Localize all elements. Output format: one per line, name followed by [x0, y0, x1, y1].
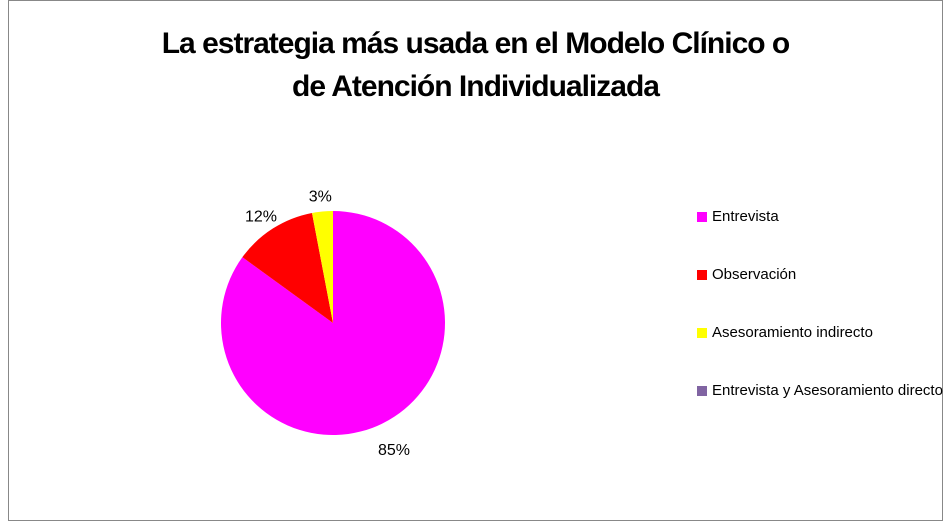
- legend-swatch: [697, 386, 707, 396]
- pie-slice: [221, 211, 446, 436]
- legend-label: Asesoramiento indirecto: [712, 324, 873, 341]
- chart-title: La estrategia más usada en el Modelo Clí…: [161, 27, 791, 103]
- legend-label: Entrevista y Asesoramiento directo: [712, 382, 943, 399]
- legend-item: Entrevista y Asesoramiento directo: [697, 382, 947, 400]
- data-label: 3%: [309, 188, 332, 205]
- data-label: 85%: [378, 442, 410, 459]
- legend-label: Observación: [712, 266, 797, 283]
- legend-item: Observación: [697, 266, 947, 284]
- pie-slice: [312, 211, 333, 323]
- legend-item: Entrevista: [697, 208, 947, 226]
- legend-swatch: [697, 328, 707, 338]
- pie-slice: [242, 212, 333, 323]
- legend-swatch: [697, 212, 707, 222]
- legend-label: Entrevista: [712, 208, 779, 225]
- chart-border: [8, 0, 943, 521]
- legend-item: Asesoramiento indirecto: [697, 324, 947, 342]
- legend-swatch: [697, 270, 707, 280]
- data-label: 12%: [245, 209, 277, 226]
- legend: Entrevista Observación Asesoramiento indir…: [697, 208, 947, 440]
